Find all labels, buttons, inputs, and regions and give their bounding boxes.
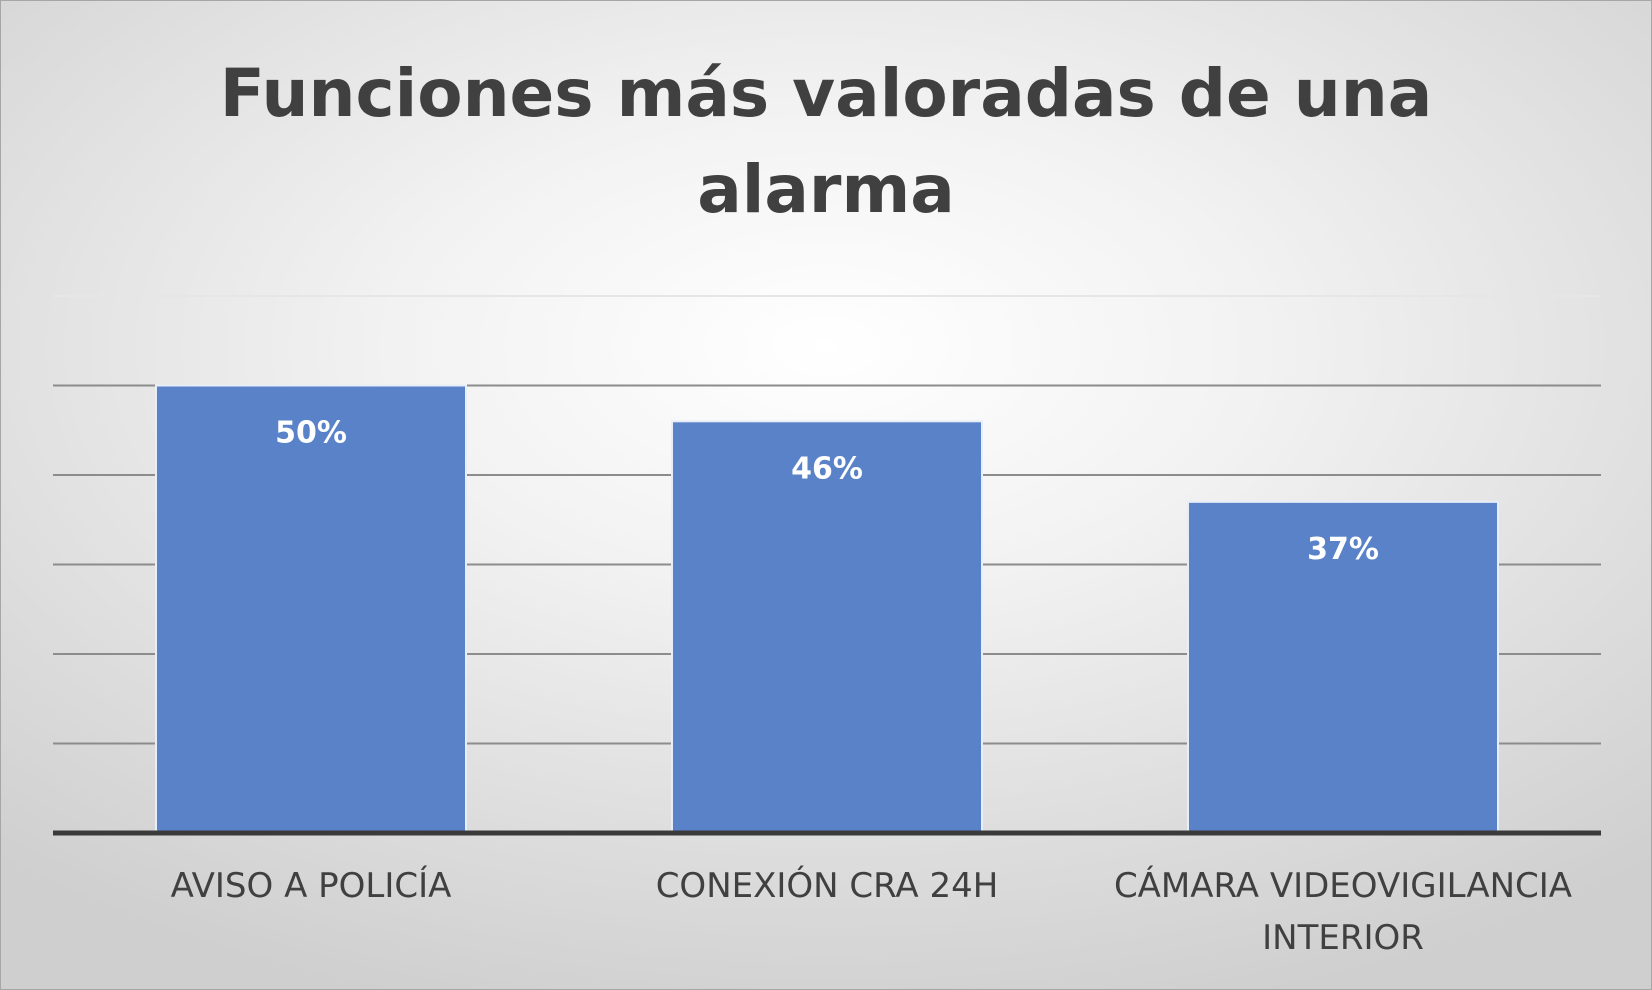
x-tick-label: AVISO A POLICÍA xyxy=(171,865,452,906)
bar xyxy=(155,384,467,834)
data-label: 50% xyxy=(275,416,347,451)
bar xyxy=(671,420,983,834)
x-tick-label: INTERIOR xyxy=(1262,918,1424,958)
data-label: 37% xyxy=(1307,532,1379,567)
bar xyxy=(1187,500,1499,834)
x-tick-label: CÁMARA VIDEOVIGILANCIA xyxy=(1114,865,1572,906)
chart-title: Funciones más valoradas de una alarma xyxy=(219,55,1433,228)
x-tick-label: CONEXIÓN CRA 24H xyxy=(656,865,999,906)
data-label: 46% xyxy=(791,451,863,486)
